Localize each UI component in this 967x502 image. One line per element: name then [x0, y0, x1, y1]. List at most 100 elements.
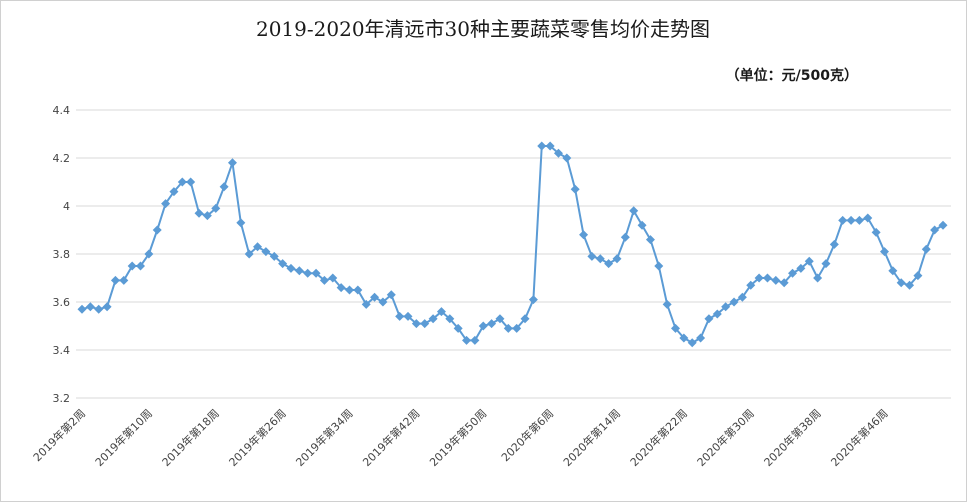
- data-point: [704, 314, 714, 324]
- x-tick-label: 2019年第2周: [30, 406, 88, 464]
- data-point: [863, 213, 873, 223]
- x-tick-label: 2020年第46周: [828, 406, 891, 469]
- data-point: [336, 283, 346, 293]
- x-tick-label: 2019年第50周: [426, 406, 489, 469]
- x-tick-label: 2020年第22周: [627, 406, 690, 469]
- data-point: [453, 323, 463, 333]
- data-point: [905, 280, 915, 290]
- data-point: [762, 273, 772, 283]
- data-point: [420, 319, 430, 329]
- data-point: [779, 278, 789, 288]
- x-tick-label: 2020年第14周: [560, 406, 623, 469]
- data-point: [838, 215, 848, 225]
- series-line: [81, 145, 944, 344]
- data-point: [119, 275, 129, 285]
- data-point: [921, 244, 931, 254]
- chart-title: 2019-2020年清远市30种主要蔬菜零售均价走势图: [256, 17, 710, 41]
- data-point: [487, 319, 497, 329]
- data-point: [637, 220, 647, 230]
- data-point: [478, 321, 488, 331]
- data-point: [152, 225, 162, 235]
- x-tick-label: 2019年第42周: [360, 406, 423, 469]
- data-point: [771, 275, 781, 285]
- data-point: [879, 247, 889, 257]
- data-point: [85, 302, 95, 312]
- data-point: [813, 273, 823, 283]
- data-point: [253, 242, 263, 252]
- data-point: [712, 309, 722, 319]
- data-point: [244, 249, 254, 259]
- data-point: [854, 215, 864, 225]
- data-point: [896, 278, 906, 288]
- data-point: [436, 307, 446, 317]
- data-point: [654, 261, 664, 271]
- data-point: [361, 299, 371, 309]
- gridlines: [76, 109, 951, 399]
- data-point: [528, 295, 538, 305]
- data-point: [512, 323, 522, 333]
- data-point: [77, 304, 87, 314]
- data-point: [470, 335, 480, 345]
- data-point: [169, 187, 179, 197]
- data-point: [537, 141, 547, 151]
- data-point: [746, 280, 756, 290]
- data-point: [520, 314, 530, 324]
- data-point: [94, 304, 104, 314]
- data-point: [227, 158, 237, 168]
- data-point: [102, 302, 112, 312]
- data-point: [236, 218, 246, 228]
- data-point: [445, 314, 455, 324]
- data-point: [269, 251, 279, 261]
- data-point: [278, 259, 288, 269]
- data-point: [938, 220, 948, 230]
- data-point: [671, 323, 680, 333]
- x-tick-label: 2020年第38周: [761, 406, 824, 469]
- y-tick-label: 3.8: [53, 248, 71, 261]
- data-point: [319, 275, 329, 285]
- data-point: [345, 285, 354, 295]
- data-point: [110, 275, 120, 285]
- data-point: [620, 232, 630, 242]
- data-point: [687, 338, 697, 348]
- data-point: [211, 203, 221, 213]
- data-point: [503, 323, 513, 333]
- data-point: [161, 199, 171, 209]
- data-point: [395, 311, 405, 321]
- x-axis-ticks: 2019年第2周 2019年第10周 2019年第18周 2019年第26周 2019年…: [30, 406, 890, 469]
- data-point: [595, 254, 605, 264]
- data-point: [127, 261, 137, 271]
- data-point: [136, 261, 146, 271]
- data-point: [721, 302, 731, 312]
- x-tick-label: 2019年第10周: [92, 406, 155, 469]
- data-point: [286, 263, 296, 273]
- y-axis-ticks: 3.2 3.4 3.6 3.8 4 4.2 4.4: [53, 104, 71, 405]
- data-point: [462, 335, 472, 345]
- data-point: [629, 206, 639, 216]
- data-point: [202, 211, 212, 221]
- data-point: [428, 314, 438, 324]
- data-point: [662, 299, 672, 309]
- data-point: [495, 314, 505, 324]
- x-tick-label: 2019年第26周: [226, 406, 289, 469]
- data-point: [913, 271, 923, 281]
- data-point: [829, 239, 839, 249]
- data-point: [871, 227, 881, 237]
- data-point: [821, 259, 831, 269]
- x-tick-label: 2019年第18周: [159, 406, 222, 469]
- data-point: [219, 182, 229, 192]
- data-point: [311, 268, 321, 278]
- data-point: [411, 319, 421, 329]
- x-tick-label: 2019年第34周: [293, 406, 356, 469]
- data-point: [378, 297, 388, 307]
- data-point: [788, 268, 798, 278]
- y-tick-label: 4.4: [53, 104, 71, 117]
- data-point: [754, 273, 764, 283]
- data-point: [294, 266, 304, 276]
- y-tick-label: 3.4: [53, 344, 71, 357]
- unit-label: （单位：元/500克）: [726, 67, 858, 84]
- data-point: [194, 208, 204, 218]
- data-point: [888, 266, 898, 276]
- data-point: [186, 177, 196, 187]
